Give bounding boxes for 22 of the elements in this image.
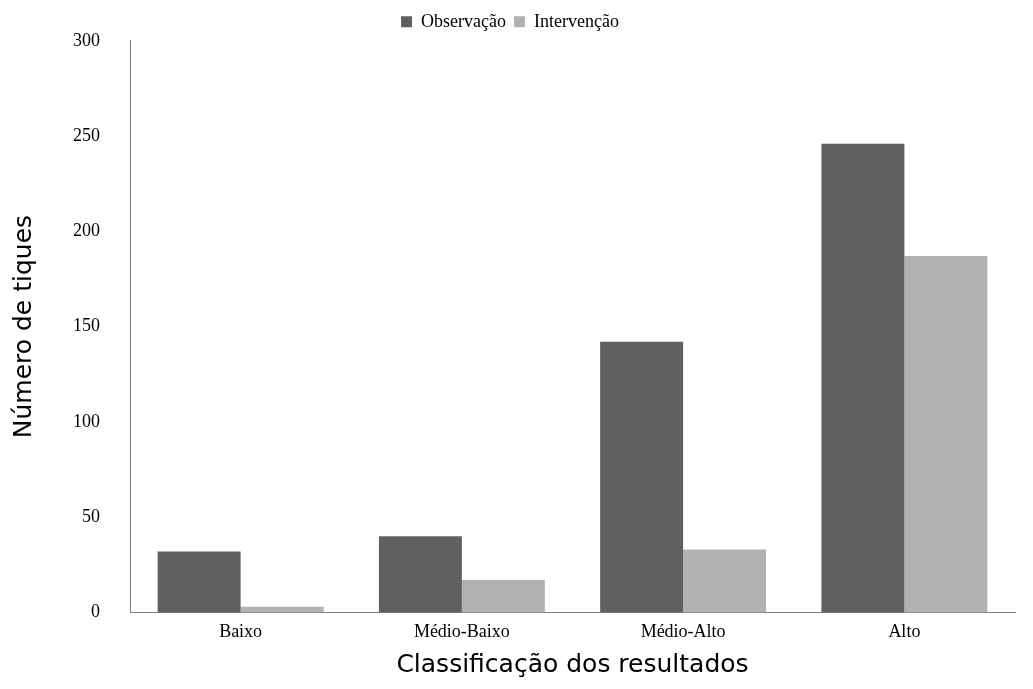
bar [461,580,545,613]
y-tick-label: 250 [73,124,100,145]
legend-label: Intervenção [534,10,619,31]
bar [683,549,767,613]
y-tick-label: 150 [73,315,100,336]
y-tick-label: 0 [91,601,100,622]
x-tick-label: Médio-Alto [640,620,726,641]
x-axis-title: Classificação dos resultados [396,648,749,678]
legend-label: Observação [421,10,507,31]
y-tick-label: 100 [73,410,100,431]
bar [904,256,988,613]
bar [378,536,462,613]
x-tick-label: Baixo [219,620,263,641]
x-tick-label: Médio-Baixo [413,620,510,641]
bar [821,143,905,613]
bar [600,341,684,613]
x-tick-label: Alto [888,620,921,641]
y-tick-label: 50 [82,505,100,526]
y-axis-title: Número de tiques [7,214,37,439]
y-tick-label: 300 [73,29,100,50]
bar [157,551,241,613]
y-tick-label: 200 [73,220,100,241]
